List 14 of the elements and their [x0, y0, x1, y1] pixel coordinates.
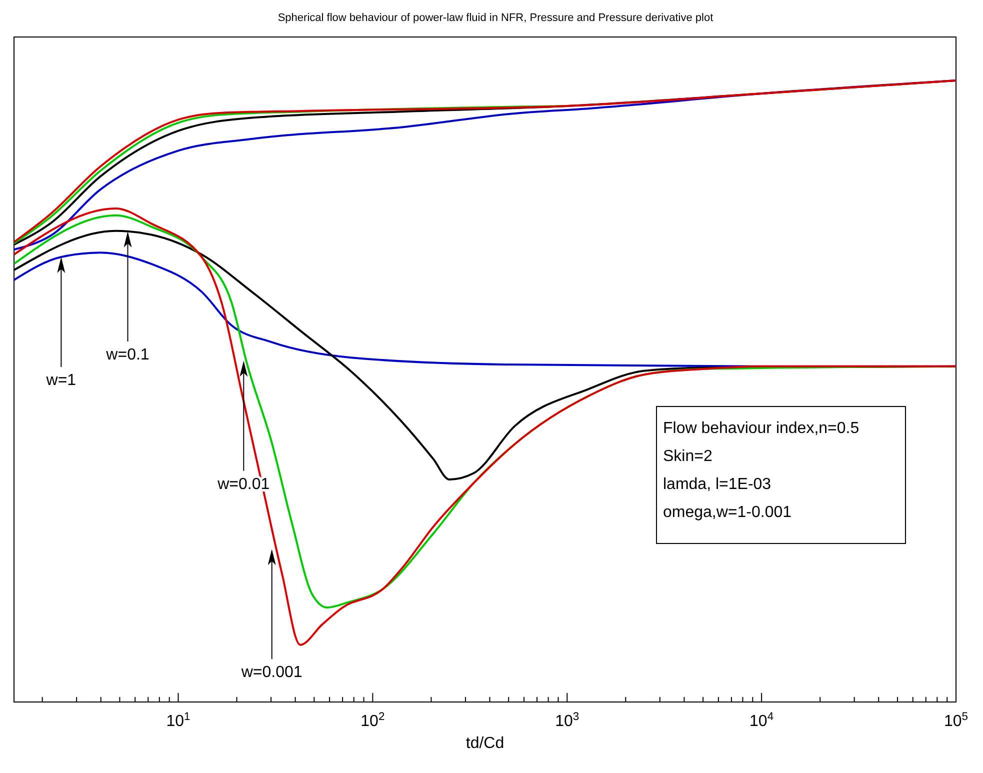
chart-title: Spherical flow behaviour of power-law fluid in NFR, Pressure and Pressure derivative plot [276, 12, 714, 24]
x-axis-title: td/Cd [466, 735, 504, 752]
x-tick-label: 10$^{3}$ [555, 711, 580, 730]
annotation: Skin=2 [663, 447, 714, 467]
x-tick-label: 10$^{5}$ [944, 711, 968, 730]
x-tick-label: 10$^{4}$ [750, 711, 774, 730]
annotation: omega,w=1-0.001 [663, 503, 793, 523]
annotation: lamda, l=1E-03 [663, 475, 772, 495]
annotation: w=0.001 [240, 664, 302, 682]
x-tick-label: 10$^{2}$ [360, 711, 385, 730]
annotation: Flow behaviour index,n=0.5 [663, 419, 860, 439]
x-tick-label: 10$^{1}$ [166, 711, 190, 730]
annotation: w=1 [45, 372, 76, 390]
annotation: w=0.1 [105, 346, 150, 364]
